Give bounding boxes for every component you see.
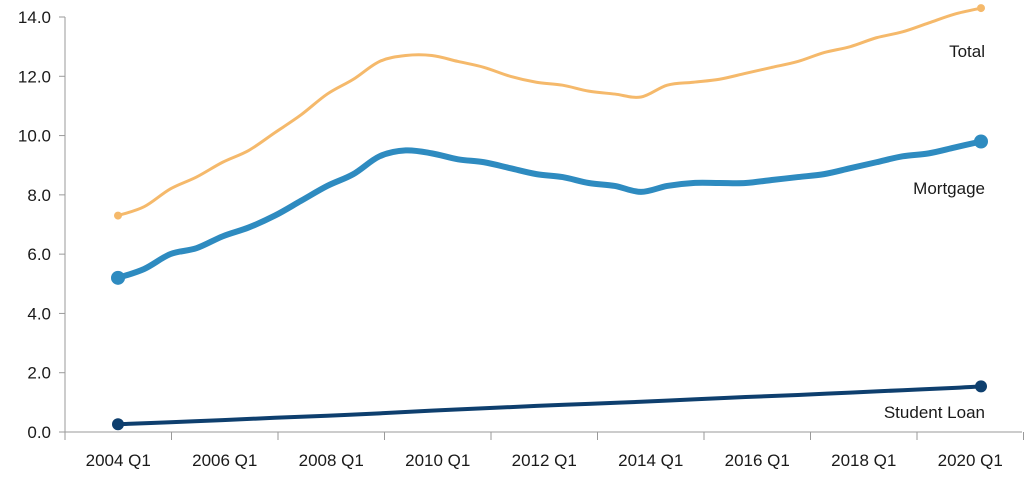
series-start-point-mortgage bbox=[111, 270, 125, 285]
y-tick-label: 10.0 bbox=[18, 127, 51, 146]
series-line-mortgage bbox=[115, 138, 984, 281]
x-tick-label: 2014 Q1 bbox=[618, 451, 683, 470]
y-tick-label: 4.0 bbox=[27, 304, 51, 323]
series-label-total: Total bbox=[949, 42, 985, 61]
series-label-student-loan: Student Loan bbox=[884, 403, 985, 422]
series-end-point-total bbox=[977, 4, 985, 13]
y-tick-label: 8.0 bbox=[27, 186, 51, 205]
x-tick-label: 2010 Q1 bbox=[405, 451, 470, 470]
y-tick-label: 2.0 bbox=[27, 364, 51, 383]
series-line-total bbox=[116, 6, 983, 218]
series-label-mortgage: Mortgage bbox=[913, 179, 985, 198]
series-start-point-student-loan bbox=[112, 418, 124, 431]
series-line-student-loan bbox=[116, 384, 983, 427]
x-tick-label: 2016 Q1 bbox=[725, 451, 790, 470]
y-tick-label: 12.0 bbox=[18, 67, 51, 86]
series-end-point-mortgage bbox=[974, 134, 988, 149]
x-tick-label: 2006 Q1 bbox=[192, 451, 257, 470]
y-tick-label: 0.0 bbox=[27, 423, 51, 442]
series-start-point-total bbox=[114, 211, 122, 220]
x-tick-label: 2012 Q1 bbox=[512, 451, 577, 470]
x-tick-label: 2020 Q1 bbox=[938, 451, 1003, 470]
x-tick-label: 2008 Q1 bbox=[299, 451, 364, 470]
series-end-point-student-loan bbox=[975, 380, 987, 393]
y-tick-label: 6.0 bbox=[27, 245, 51, 264]
x-tick-label: 2004 Q1 bbox=[86, 451, 151, 470]
x-tick-label: 2018 Q1 bbox=[831, 451, 896, 470]
y-tick-label: 14.0 bbox=[18, 8, 51, 27]
